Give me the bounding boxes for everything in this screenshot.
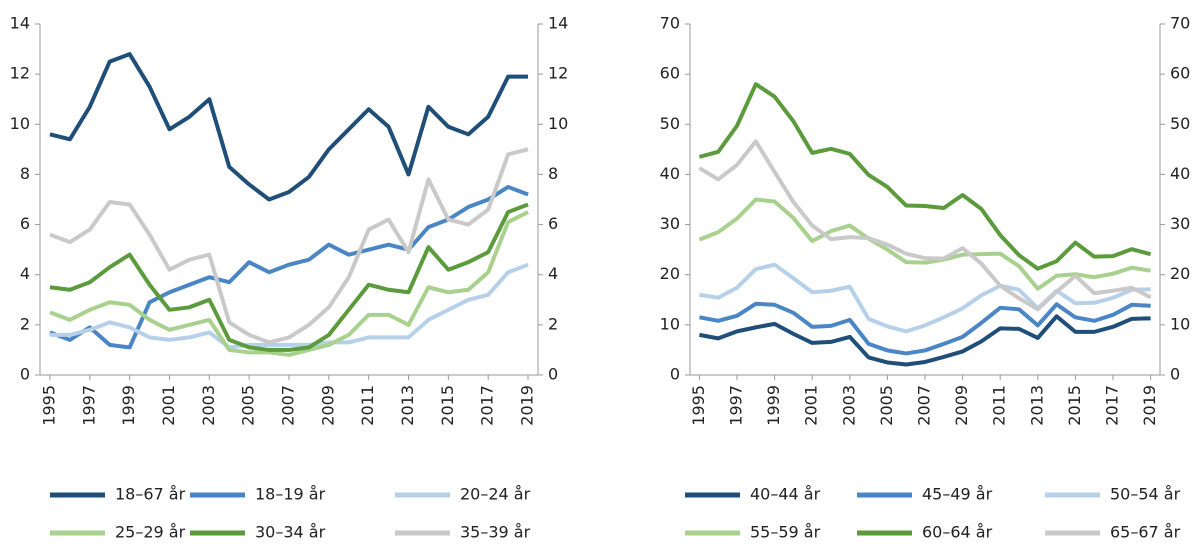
x-tick-label: 2001 <box>802 385 821 426</box>
x-tick-label: 2007 <box>279 385 298 426</box>
x-tick-label: 1995 <box>689 385 708 426</box>
series-line <box>49 262 529 350</box>
y2-tick-label: 30 <box>1170 214 1190 233</box>
y-tick-label: 70 <box>660 14 680 33</box>
y-tick-label: 40 <box>660 164 680 183</box>
legend-label: 30–34 år <box>255 523 326 542</box>
y-tick-label: 12 <box>10 64 30 83</box>
y-tick-label: 10 <box>10 114 30 133</box>
x-tick-label: 1997 <box>79 385 98 426</box>
x-tick-label: 2001 <box>159 385 178 426</box>
legend-label: 50–54 år <box>1110 485 1181 504</box>
legend-label: 18–67 år <box>115 485 186 504</box>
y2-tick-label: 50 <box>1170 114 1190 133</box>
legend-label: 20–24 år <box>460 485 531 504</box>
y-tick-label: 4 <box>20 264 30 283</box>
y-tick-label: 0 <box>20 365 30 384</box>
y2-tick-label: 6 <box>548 214 558 233</box>
x-tick-label: 2013 <box>398 385 417 426</box>
y2-tick-label: 70 <box>1170 14 1190 33</box>
x-tick-label: 2017 <box>478 385 497 426</box>
y2-tick-label: 20 <box>1170 264 1190 283</box>
series-line <box>699 301 1151 356</box>
series-line <box>699 262 1151 334</box>
legend-label: 60–64 år <box>922 523 993 542</box>
x-tick-label: 2005 <box>877 385 896 426</box>
x-tick-label: 2013 <box>1027 385 1046 426</box>
x-tick-label: 2003 <box>839 385 858 426</box>
legend-label: 18–19 år <box>255 485 326 504</box>
y2-tick-label: 14 <box>548 14 568 33</box>
series-line <box>699 314 1151 367</box>
x-tick-label: 2009 <box>318 385 337 426</box>
y-tick-label: 14 <box>10 14 30 33</box>
y-tick-label: 0 <box>670 365 680 384</box>
x-tick-label: 2019 <box>1140 385 1159 426</box>
y2-tick-label: 10 <box>548 114 568 133</box>
series-line <box>49 202 529 352</box>
y-tick-label: 8 <box>20 164 30 183</box>
x-tick-label: 1999 <box>119 385 138 426</box>
x-tick-label: 2003 <box>199 385 218 426</box>
x-tick-label: 2011 <box>990 385 1009 426</box>
x-tick-label: 2007 <box>915 385 934 426</box>
y2-tick-label: 0 <box>1170 365 1180 384</box>
y-tick-label: 20 <box>660 264 680 283</box>
series-line <box>698 82 1152 271</box>
x-tick-label: 2011 <box>358 385 377 426</box>
series-line <box>49 210 529 357</box>
x-tick-label: 1997 <box>727 385 746 426</box>
series-line <box>698 139 1152 312</box>
legend-label: 45–49 år <box>922 485 993 504</box>
y2-tick-label: 60 <box>1170 64 1190 83</box>
y2-tick-label: 2 <box>548 314 558 333</box>
legend-label: 35–39 år <box>460 523 531 542</box>
y2-tick-label: 40 <box>1170 164 1190 183</box>
y-tick-label: 2 <box>20 314 30 333</box>
y2-tick-label: 10 <box>1170 314 1190 333</box>
legend-label: 65–67 år <box>1110 523 1181 542</box>
series-line <box>49 147 529 345</box>
x-tick-label: 1999 <box>764 385 783 426</box>
y-tick-label: 30 <box>660 214 680 233</box>
series-line <box>698 197 1151 291</box>
x-tick-label: 1995 <box>39 385 58 426</box>
x-tick-label: 2017 <box>1103 385 1122 426</box>
y2-tick-label: 4 <box>548 264 558 283</box>
legend-label: 40–44 år <box>750 485 821 504</box>
x-tick-label: 2019 <box>518 385 537 426</box>
legend-label: 55–59 år <box>750 523 821 542</box>
y-tick-label: 6 <box>20 214 30 233</box>
x-tick-label: 2005 <box>239 385 258 426</box>
y-tick-label: 60 <box>660 64 680 83</box>
x-tick-label: 2009 <box>952 385 971 426</box>
y2-tick-label: 0 <box>548 365 558 384</box>
y-tick-label: 10 <box>660 314 680 333</box>
y-tick-label: 50 <box>660 114 680 133</box>
series-line <box>49 52 529 202</box>
legend-label: 25–29 år <box>115 523 186 542</box>
x-tick-label: 2015 <box>438 385 457 426</box>
y2-tick-label: 8 <box>548 164 558 183</box>
y2-tick-label: 12 <box>548 64 568 83</box>
x-tick-label: 2015 <box>1065 385 1084 426</box>
